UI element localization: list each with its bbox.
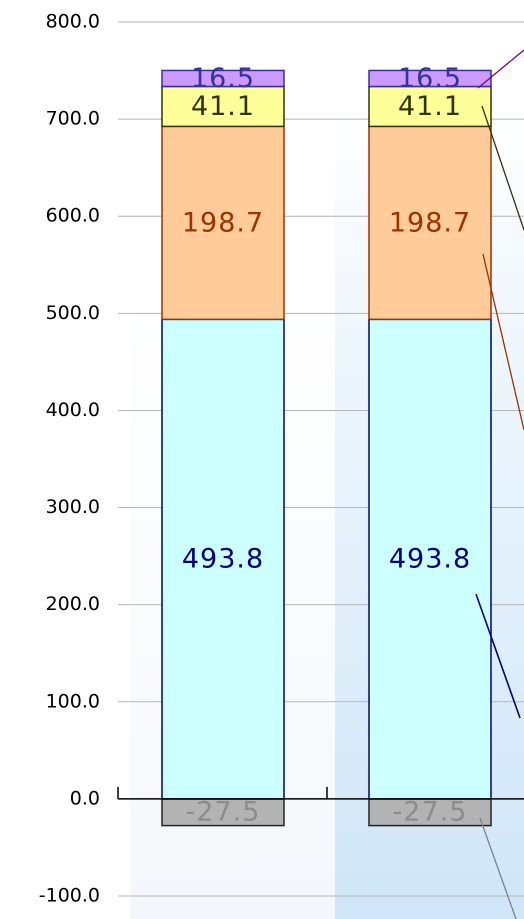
y-tick-label: -100.0 bbox=[39, 885, 100, 907]
leader-line bbox=[477, 49, 524, 89]
bar-segment bbox=[161, 125, 285, 321]
bar-segment bbox=[161, 85, 285, 128]
bar-segment bbox=[161, 69, 285, 88]
y-tick-label: 0.0 bbox=[70, 787, 100, 809]
y-tick-label: 800.0 bbox=[46, 11, 100, 33]
leader-line bbox=[479, 817, 517, 919]
y-tick-label: 300.0 bbox=[46, 496, 100, 518]
value-label: 198.7 bbox=[389, 207, 471, 238]
bar-segment bbox=[368, 798, 492, 827]
leader-line bbox=[482, 253, 524, 431]
y-tick-label: 600.0 bbox=[46, 205, 100, 227]
value-label: 198.7 bbox=[182, 207, 264, 238]
y-tick-label: 500.0 bbox=[46, 302, 100, 324]
value-label: 16.5 bbox=[191, 63, 255, 94]
y-tick-label: 200.0 bbox=[46, 593, 100, 615]
leader-line bbox=[475, 593, 521, 719]
y-tick-label: 100.0 bbox=[46, 690, 100, 712]
bar-segment bbox=[368, 125, 492, 321]
value-label: 16.5 bbox=[398, 63, 462, 94]
leader-line bbox=[481, 105, 524, 231]
leader-lines bbox=[475, 49, 524, 919]
value-label: 41.1 bbox=[191, 91, 255, 122]
y-tick-label: 700.0 bbox=[46, 108, 100, 130]
value-label: -27.5 bbox=[393, 797, 468, 828]
value-label: 493.8 bbox=[182, 544, 264, 575]
bar-segment bbox=[161, 798, 285, 827]
y-tick-label: 400.0 bbox=[46, 399, 100, 421]
bar-segment bbox=[368, 85, 492, 128]
value-label: 41.1 bbox=[398, 91, 462, 122]
value-label: -27.5 bbox=[186, 797, 261, 828]
value-label: 493.8 bbox=[389, 544, 471, 575]
bar-segment bbox=[368, 69, 492, 88]
